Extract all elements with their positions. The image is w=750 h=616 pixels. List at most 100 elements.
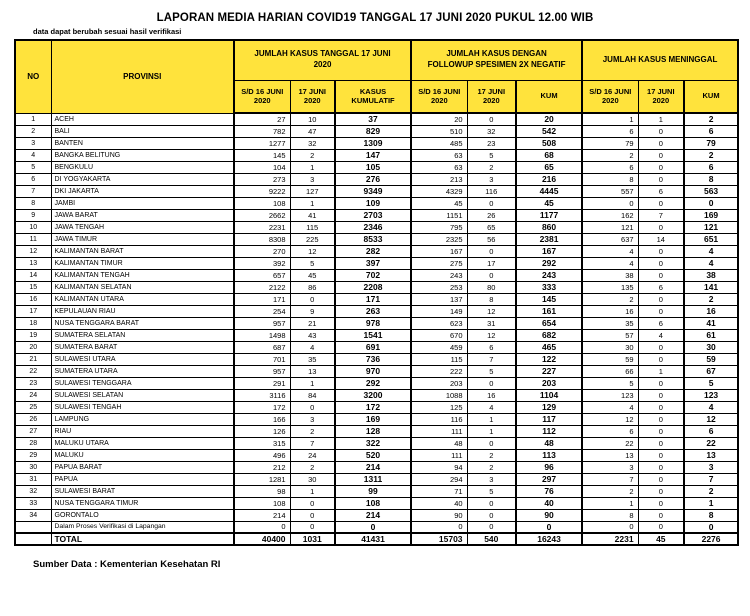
table-row: 27 RIAU 126 2 128 111 1 112 6 0 6 [14,424,739,438]
value-cell: 682 [515,328,583,342]
value-cell: 4 [581,256,639,270]
value-cell: 0 [637,244,685,258]
value-cell: 0 [466,508,517,522]
value-cell: 0 [289,496,336,510]
value-cell: 978 [333,316,412,330]
row-number-cell: 22 [14,364,52,378]
value-cell: 129 [515,400,583,414]
value-cell: 71 [410,484,468,498]
table-row: 4 BANGKA BELITUNG 145 2 147 63 5 68 2 0 2 [14,148,739,162]
value-cell: 6 [466,340,517,354]
value-cell: 0 [289,508,336,522]
value-cell: 6 [683,424,739,438]
province-cell: BANTEN [50,136,235,150]
value-cell: 651 [683,232,739,246]
value-cell: 80 [466,280,517,294]
value-cell: 59 [581,352,639,366]
province-cell: BALI [50,124,235,138]
value-cell: 26 [466,208,517,222]
value-cell: 496 [233,448,291,462]
col-header-provinsi: PROVINSI [50,39,235,114]
table-row: 33 NUSA TENGGARA TIMUR 108 0 108 40 0 40 1 0 1 [14,496,739,510]
value-cell: 112 [515,424,583,438]
row-number-cell: 7 [14,184,52,198]
value-cell: 7 [466,352,517,366]
province-cell: MALUKU [50,448,235,462]
value-cell: 15703 [410,532,468,546]
row-number-cell: 28 [14,436,52,450]
table-row: 22 SUMATERA UTARA 957 13 970 222 5 227 66 1 67 [14,364,739,378]
value-cell: 2 [683,148,739,162]
value-cell: 1088 [410,388,468,402]
value-cell: 7 [289,436,336,450]
value-cell: 0 [289,400,336,414]
value-cell: 508 [515,136,583,150]
value-cell: 68 [515,148,583,162]
value-cell: 4 [466,400,517,414]
value-cell: 40 [410,496,468,510]
value-cell: 1 [466,424,517,438]
value-cell: 5 [289,256,336,270]
table-row: 21 SULAWESI UTARA 701 35 736 115 7 122 59 0 59 [14,352,739,366]
value-cell: 66 [581,364,639,378]
value-cell: 0 [637,460,685,474]
value-cell: 0 [637,496,685,510]
value-cell: 0 [637,196,685,210]
value-cell: 2 [683,112,739,126]
value-cell: 670 [410,328,468,342]
province-cell: PAPUA BARAT [50,460,235,474]
value-cell: 4329 [410,184,468,198]
value-cell: 127 [289,184,336,198]
value-cell: 1031 [289,532,336,546]
value-cell: 20 [410,112,468,126]
value-cell: 99 [333,484,412,498]
province-cell: ACEH [50,112,235,126]
value-cell: 333 [515,280,583,294]
value-cell: 47 [289,124,336,138]
table-row: 28 MALUKU UTARA 315 7 322 48 0 48 22 0 22 [14,436,739,450]
row-number-cell: 24 [14,388,52,402]
value-cell: 2346 [333,220,412,234]
value-cell: 13 [683,448,739,462]
province-cell: GORONTALO [50,508,235,522]
value-cell: 0 [637,352,685,366]
value-cell: 623 [410,316,468,330]
source-note: Sumber Data : Kementerian Kesehatan RI [33,559,221,570]
value-cell: 12 [466,328,517,342]
table-row: TOTAL 40400 1031 41431 15703 540 16243 2231 45 22… [14,532,739,546]
value-cell: 14 [637,232,685,246]
value-cell: 657 [233,268,291,282]
table-row: 14 KALIMANTAN TENGAH 657 45 702 243 0 243 38 0 38 [14,268,739,282]
value-cell: 0 [637,172,685,186]
value-cell: 43 [289,328,336,342]
table-row: 9 JAWA BARAT 2662 41 2703 1151 26 1177 162 7 169 [14,208,739,222]
province-cell: KALIMANTAN TIMUR [50,256,235,270]
value-cell: 2231 [233,220,291,234]
sub-header-followup-kum: KUM [515,79,583,114]
value-cell: 9 [289,304,336,318]
value-cell: 117 [515,412,583,426]
row-number-cell: 14 [14,268,52,282]
sub-header-meninggal-sd16: S/D 16 JUNI 2020 [581,79,639,114]
value-cell: 0 [466,376,517,390]
row-number-cell: 26 [14,412,52,426]
table-row: 6 DI YOGYAKARTA 273 3 276 213 3 216 8 0 8 [14,172,739,186]
province-cell: KALIMANTAN TENGAH [50,268,235,282]
value-cell: 222 [410,364,468,378]
value-cell: 0 [466,436,517,450]
row-number-cell [14,520,52,534]
value-cell: 292 [515,256,583,270]
value-cell: 2703 [333,208,412,222]
value-cell: 41 [289,208,336,222]
row-number-cell: 25 [14,400,52,414]
value-cell: 6 [581,160,639,174]
value-cell: 520 [333,448,412,462]
sub-header-followup-17jun: 17 JUNI 2020 [466,79,517,114]
value-cell: 1 [581,496,639,510]
value-cell: 104 [233,160,291,174]
value-cell: 2208 [333,280,412,294]
value-cell: 30 [581,340,639,354]
value-cell: 782 [233,124,291,138]
value-cell: 109 [333,196,412,210]
row-number-cell: 34 [14,508,52,522]
